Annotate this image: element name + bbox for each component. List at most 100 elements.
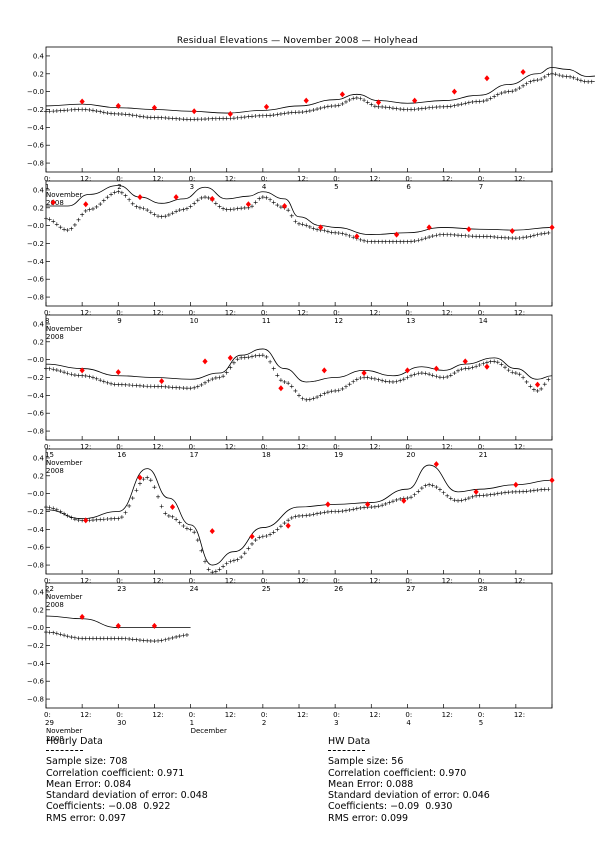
x-hour-label: 0: bbox=[44, 443, 51, 451]
year-label: 2008 bbox=[46, 735, 64, 743]
hourly-plus-marker bbox=[409, 239, 414, 244]
hourly-plus-marker bbox=[484, 98, 489, 103]
hourly-plus-marker bbox=[62, 108, 67, 113]
hourly-plus-marker bbox=[127, 503, 132, 508]
hourly-plus-marker bbox=[325, 390, 330, 395]
hw-diamond-marker bbox=[321, 367, 327, 374]
hourly-plus-marker bbox=[362, 98, 367, 103]
hourly-plus-marker bbox=[329, 230, 334, 235]
hw-sample-size: Sample size: 56 bbox=[328, 756, 404, 768]
hourly-plus-marker bbox=[166, 116, 171, 121]
hourly-plus-marker bbox=[152, 115, 157, 120]
hourly-plus-marker bbox=[503, 90, 508, 95]
hourly-plus-marker bbox=[119, 382, 124, 387]
y-tick-label: −0.0 bbox=[27, 222, 44, 230]
hourly-plus-marker bbox=[58, 108, 63, 113]
x-day-label: 2 bbox=[262, 719, 266, 727]
x-hour-label: 12: bbox=[80, 577, 91, 585]
hourly-plus-marker bbox=[69, 635, 74, 640]
hourly-plus-marker bbox=[304, 223, 309, 228]
hourly-plus-marker bbox=[239, 355, 244, 360]
hourly-plus-marker bbox=[311, 512, 316, 517]
hourly-plus-marker bbox=[387, 379, 392, 384]
y-tick-label: 0.2 bbox=[33, 338, 44, 346]
x-hour-label: 0: bbox=[261, 577, 268, 585]
hourly-plus-marker bbox=[69, 107, 74, 112]
x-day-label: 10 bbox=[190, 317, 199, 325]
hourly-plus-marker bbox=[539, 487, 544, 492]
hourly-plus-marker bbox=[195, 384, 200, 389]
hourly-plus-marker bbox=[484, 493, 489, 498]
x-hour-label: 12: bbox=[297, 577, 308, 585]
hourly-plus-marker bbox=[210, 377, 215, 382]
hourly-plus-marker bbox=[445, 374, 450, 379]
hw-diamond-marker bbox=[137, 194, 143, 201]
hourly-plus-marker bbox=[517, 236, 522, 241]
hourly-plus-marker bbox=[94, 636, 99, 641]
panel-2-frame bbox=[45, 180, 553, 307]
hourly-plus-marker bbox=[517, 86, 522, 91]
hourly-plus-marker bbox=[217, 116, 222, 121]
hourly-plus-marker bbox=[365, 239, 370, 244]
x-day-label: 25 bbox=[262, 585, 271, 593]
hourly-plus-marker bbox=[430, 483, 435, 488]
hourly-plus-marker bbox=[459, 498, 464, 503]
hourly-plus-marker bbox=[184, 117, 189, 122]
hourly-plus-marker bbox=[94, 109, 99, 114]
hw-diamond-marker bbox=[115, 622, 121, 629]
month-label: November bbox=[46, 191, 83, 199]
hourly-plus-marker bbox=[47, 217, 52, 222]
hourly-plus-marker bbox=[343, 99, 348, 104]
x-day-label: 17 bbox=[190, 451, 199, 459]
hw-diamond-marker bbox=[169, 504, 176, 511]
hourly-plus-marker bbox=[434, 105, 439, 110]
hourly-plus-marker bbox=[44, 366, 48, 371]
y-tick-label: −0.2 bbox=[27, 642, 44, 650]
hourly-plus-marker bbox=[188, 527, 193, 532]
hourly-plus-marker bbox=[470, 234, 475, 239]
hourly-plus-marker bbox=[268, 113, 273, 118]
hourly-plus-marker bbox=[184, 206, 189, 211]
hourly-plus-marker bbox=[351, 96, 356, 101]
hw-diamond-marker bbox=[361, 370, 367, 377]
hourly-plus-marker bbox=[300, 513, 305, 518]
x-hour-label: 0: bbox=[261, 443, 268, 451]
hourly-plus-marker bbox=[463, 233, 468, 238]
hourly-plus-marker bbox=[62, 227, 67, 232]
hourly-plus-marker bbox=[571, 75, 576, 80]
hourly-correlation: Correlation coefficient: 0.971 bbox=[46, 767, 185, 779]
hourly-plus-marker bbox=[495, 92, 500, 97]
x-day-label: 29 bbox=[45, 719, 54, 727]
hourly-plus-marker bbox=[589, 79, 594, 84]
x-hour-label: 0: bbox=[116, 577, 123, 585]
hourly-plus-marker bbox=[416, 106, 421, 111]
x-hour-label: 12: bbox=[297, 175, 308, 183]
hourly-plus-marker bbox=[286, 381, 291, 386]
hourly-plus-marker bbox=[242, 355, 247, 360]
hourly-plus-marker bbox=[231, 360, 236, 365]
hourly-plus-marker bbox=[134, 488, 139, 493]
hourly-plus-marker bbox=[531, 233, 536, 238]
hourly-plus-marker bbox=[163, 637, 168, 642]
hourly-plus-marker bbox=[221, 206, 226, 211]
hw-diamond-marker bbox=[281, 203, 288, 209]
hourly-plus-marker bbox=[148, 478, 153, 483]
hourly-plus-marker bbox=[206, 567, 211, 572]
hourly-plus-marker bbox=[76, 518, 81, 523]
y-tick-label: −0.4 bbox=[27, 124, 45, 132]
hourly-plus-marker bbox=[409, 495, 414, 500]
hw-diamond-marker bbox=[263, 103, 270, 110]
hourly-plus-marker bbox=[90, 108, 95, 113]
hourly-plus-marker bbox=[466, 366, 471, 371]
hourly-plus-marker bbox=[217, 567, 222, 572]
hourly-plus-marker bbox=[390, 239, 395, 244]
hourly-plus-marker bbox=[51, 506, 56, 511]
hourly-plus-marker bbox=[105, 636, 110, 641]
hourly-plus-marker bbox=[492, 492, 497, 497]
hourly-plus-marker bbox=[127, 112, 132, 117]
hourly-plus-marker bbox=[304, 397, 309, 402]
hourly-plus-marker bbox=[499, 235, 504, 240]
hourly-plus-marker bbox=[94, 204, 99, 209]
hourly-plus-marker bbox=[170, 635, 175, 640]
hw-diamond-marker bbox=[354, 233, 360, 240]
